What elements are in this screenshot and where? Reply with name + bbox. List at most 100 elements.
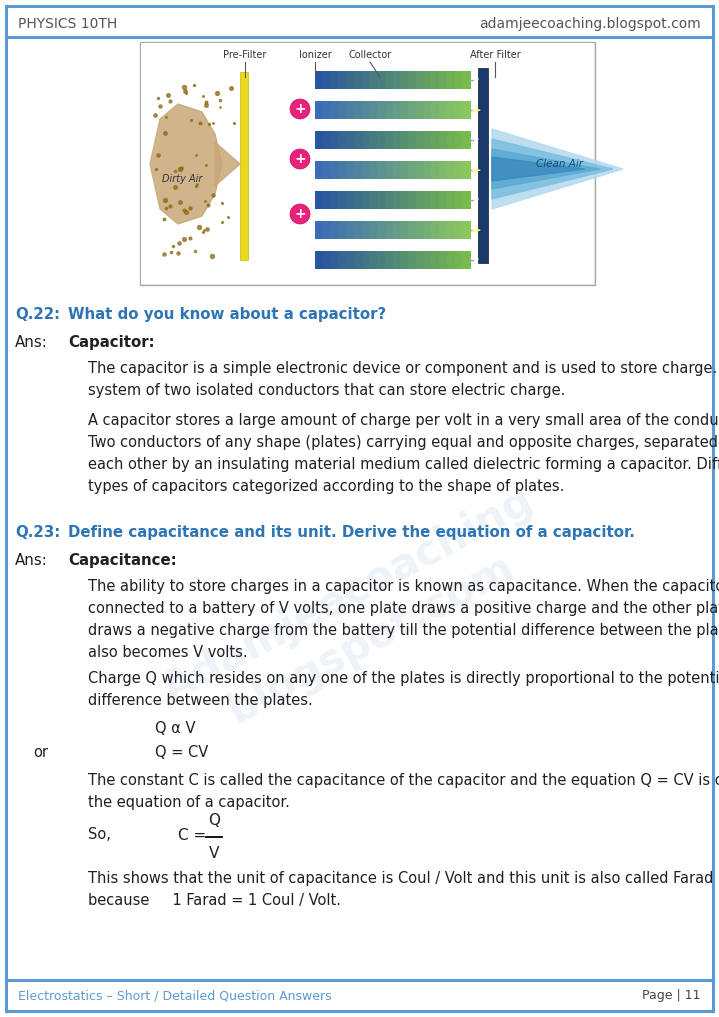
- Text: types of capacitors categorized according to the shape of plates.: types of capacitors categorized accordin…: [88, 479, 564, 494]
- Bar: [315, 161, 324, 179]
- Bar: [323, 71, 331, 89]
- Text: Define capacitance and its unit. Derive the equation of a capacitor.: Define capacitance and its unit. Derive …: [68, 525, 635, 540]
- Bar: [323, 221, 331, 239]
- Text: Q α V: Q α V: [155, 721, 196, 736]
- Bar: [423, 71, 431, 89]
- Text: Charge Q which resides on any one of the plates is directly proportional to the : Charge Q which resides on any one of the…: [88, 671, 719, 686]
- Bar: [370, 71, 377, 89]
- Text: also becomes V volts.: also becomes V volts.: [88, 645, 247, 660]
- Bar: [416, 131, 424, 149]
- Bar: [423, 251, 431, 270]
- Text: PHYSICS 10TH: PHYSICS 10TH: [18, 17, 117, 31]
- Bar: [393, 71, 400, 89]
- Text: connected to a battery of V volts, one plate draws a positive charge and the oth: connected to a battery of V volts, one p…: [88, 601, 719, 616]
- Bar: [446, 191, 455, 210]
- Bar: [462, 161, 470, 179]
- Text: This shows that the unit of capacitance is Coul / Volt and this unit is also cal: This shows that the unit of capacitance …: [88, 871, 713, 886]
- Text: Adamjeecoaching
blogspot.com: Adamjeecoaching blogspot.com: [156, 480, 564, 754]
- Bar: [416, 251, 424, 270]
- Bar: [385, 221, 393, 239]
- Bar: [454, 101, 463, 119]
- Bar: [439, 131, 447, 149]
- Circle shape: [290, 149, 310, 169]
- Text: Capacitance:: Capacitance:: [68, 553, 177, 569]
- Bar: [323, 191, 331, 210]
- Bar: [408, 131, 416, 149]
- Bar: [446, 161, 455, 179]
- Bar: [393, 221, 400, 239]
- Bar: [416, 221, 424, 239]
- Bar: [140, 42, 595, 285]
- Text: +: +: [294, 152, 306, 166]
- Bar: [462, 131, 470, 149]
- Bar: [354, 161, 362, 179]
- Polygon shape: [150, 104, 222, 224]
- Bar: [446, 251, 455, 270]
- Bar: [338, 191, 347, 210]
- Bar: [346, 161, 354, 179]
- Bar: [370, 221, 377, 239]
- Polygon shape: [492, 129, 623, 210]
- Bar: [385, 101, 393, 119]
- Bar: [377, 131, 385, 149]
- Bar: [400, 101, 408, 119]
- Text: Q: Q: [208, 813, 220, 828]
- Bar: [331, 101, 339, 119]
- Bar: [346, 101, 354, 119]
- Bar: [462, 221, 470, 239]
- Bar: [446, 221, 455, 239]
- Text: the equation of a capacitor.: the equation of a capacitor.: [88, 795, 290, 810]
- Text: The constant C is called the capacitance of the capacitor and the equation Q = C: The constant C is called the capacitance…: [88, 773, 719, 788]
- Bar: [354, 101, 362, 119]
- Bar: [454, 161, 463, 179]
- Circle shape: [290, 99, 310, 119]
- Bar: [416, 161, 424, 179]
- Bar: [423, 101, 431, 119]
- Bar: [439, 161, 447, 179]
- Bar: [370, 131, 377, 149]
- Bar: [408, 191, 416, 210]
- Text: -: -: [473, 253, 479, 266]
- Text: -: -: [473, 73, 479, 86]
- Bar: [385, 131, 393, 149]
- Bar: [346, 251, 354, 270]
- Bar: [315, 101, 324, 119]
- Bar: [439, 71, 447, 89]
- Bar: [400, 161, 408, 179]
- Text: Ionizer: Ionizer: [298, 50, 331, 60]
- Bar: [354, 71, 362, 89]
- Bar: [462, 251, 470, 270]
- Bar: [362, 161, 370, 179]
- Circle shape: [290, 204, 310, 224]
- Bar: [315, 71, 324, 89]
- Bar: [408, 101, 416, 119]
- Bar: [370, 161, 377, 179]
- Polygon shape: [215, 142, 240, 186]
- Text: A capacitor stores a large amount of charge per volt in a very small area of the: A capacitor stores a large amount of cha…: [88, 413, 719, 428]
- Text: Pre-Filter: Pre-Filter: [224, 50, 267, 60]
- Bar: [338, 221, 347, 239]
- Bar: [362, 221, 370, 239]
- Text: Q = CV: Q = CV: [155, 745, 209, 760]
- Bar: [315, 131, 324, 149]
- Bar: [416, 71, 424, 89]
- Text: +: +: [471, 164, 481, 177]
- Text: V: V: [209, 846, 219, 861]
- Bar: [431, 131, 439, 149]
- Bar: [431, 191, 439, 210]
- Text: Two conductors of any shape (plates) carrying equal and opposite charges, separa: Two conductors of any shape (plates) car…: [88, 435, 719, 450]
- Bar: [331, 131, 339, 149]
- Polygon shape: [492, 139, 613, 199]
- Polygon shape: [492, 139, 613, 199]
- Bar: [446, 101, 455, 119]
- Bar: [315, 251, 324, 270]
- Bar: [393, 251, 400, 270]
- Bar: [416, 191, 424, 210]
- Text: Q.22:: Q.22:: [15, 307, 60, 322]
- Bar: [354, 191, 362, 210]
- Bar: [370, 191, 377, 210]
- Bar: [478, 68, 488, 263]
- Bar: [362, 251, 370, 270]
- Bar: [454, 221, 463, 239]
- Bar: [423, 161, 431, 179]
